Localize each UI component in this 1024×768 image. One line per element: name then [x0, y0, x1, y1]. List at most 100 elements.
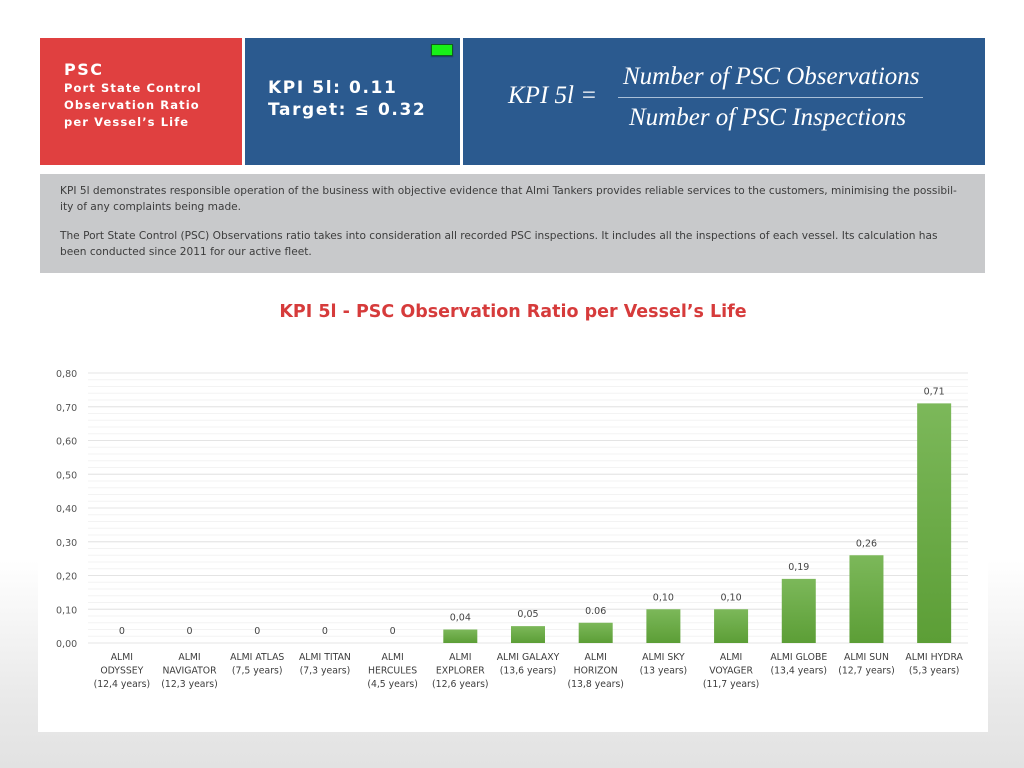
data-label: 0 [187, 626, 193, 637]
x-tick-label: ALMI ODYSSEY (12,4 years) [94, 652, 151, 690]
kpi-value: KPI 5l: 0.11 [268, 78, 398, 98]
section-code: PSC [64, 60, 104, 79]
section-title-line: Observation Ratio [64, 98, 200, 112]
x-tick-label-line: ALMI GLOBE [770, 652, 827, 663]
x-tick-label-line: (13 years) [640, 666, 688, 677]
y-tick-label: 0,50 [56, 470, 77, 481]
y-tick-label: 0,70 [56, 403, 77, 414]
data-label: 0 [322, 626, 328, 637]
x-tick-label-line: (13,4 years) [771, 666, 828, 677]
x-tick-label-line: ALMI [720, 652, 742, 663]
x-tick-label-line: (7,5 years) [232, 666, 283, 677]
y-tick-label: 0,30 [56, 538, 77, 549]
description-paragraph: KPI 5l demonstrates responsible operatio… [60, 185, 957, 213]
x-tick-label: ALMI TITAN (7,3 years) [299, 652, 351, 677]
section-title: Port State Control Observation Ratio per… [64, 80, 242, 131]
x-tick-label: ALMI VOYAGER (11,7 years) [703, 652, 760, 690]
data-label: 0 [254, 626, 260, 637]
bar [781, 578, 816, 643]
x-tick-label-line: ALMI [585, 652, 607, 663]
data-label: 0,05 [517, 609, 538, 620]
x-tick-label-line: ALMI [449, 652, 471, 663]
x-tick-label: ALMI SKY (13 years) [640, 652, 688, 677]
bar [578, 622, 613, 643]
bar [511, 626, 545, 643]
x-tick-label-line: (4,5 years) [367, 679, 418, 690]
x-tick-label-line: ALMI GALAXY [497, 652, 560, 663]
x-axis: ALMI ODYSSEY (12,4 years) ALMI NAVIGATOR (12,… [94, 652, 964, 690]
data-label: 0,26 [856, 538, 877, 549]
x-tick-label: ALMI GALAXY (13,6 years) [497, 652, 560, 677]
x-tick-label-line: (13,6 years) [500, 666, 557, 677]
chart-title: KPI 5l - PSC Observation Ratio per Vesse… [279, 302, 747, 322]
x-tick-label-line: (12,3 years) [161, 679, 218, 690]
kpi-target: Target: ≤ 0.32 [268, 100, 427, 120]
data-label: 0.06 [585, 606, 606, 617]
y-tick-label: 0,20 [56, 572, 77, 583]
x-tick-label: ALMI NAVIGATOR (12,3 years) [161, 652, 218, 690]
section-title-line: Port State Control [64, 81, 202, 95]
x-tick-label: ALMI HYDRA (5,3 years) [905, 652, 963, 677]
x-tick-label-line: HERCULES [368, 666, 417, 677]
x-tick-label-line: (13,8 years) [567, 679, 624, 690]
formula-fraction-line [618, 97, 923, 98]
x-tick-label-line: ALMI [381, 652, 403, 663]
chart-gridlines [88, 372, 968, 644]
x-tick-label-line: ALMI SKY [642, 652, 685, 663]
status-indicator-icon [431, 44, 453, 56]
kpi-value-panel: KPI 5l: 0.11 Target: ≤ 0.32 [245, 38, 460, 165]
x-tick-label: ALMI ATLAS (7,5 years) [230, 652, 284, 677]
x-tick-label-line: ALMI HYDRA [905, 652, 963, 663]
data-label: 0,19 [788, 562, 809, 573]
x-tick-label-line: NAVIGATOR [162, 666, 217, 677]
description-paragraph: The Port State Control (PSC) Observation… [60, 230, 938, 258]
data-label: 0,04 [450, 613, 471, 624]
bar [917, 403, 952, 643]
data-label: 0 [390, 626, 396, 637]
x-tick-label: ALMI HORIZON (13,8 years) [567, 652, 624, 690]
x-tick-label-line: ALMI TITAN [299, 652, 351, 663]
y-tick-label: 0,80 [56, 369, 77, 380]
x-tick-label: ALMI SUN (12,7 years) [838, 652, 895, 677]
x-tick-label-line: (7,3 years) [300, 666, 351, 677]
x-tick-label-line: ALMI SUN [844, 652, 889, 663]
y-tick-label: 0,00 [56, 639, 77, 650]
bar [443, 629, 478, 643]
x-tick-label-line: ALMI [111, 652, 133, 663]
x-tick-label-line: (5,3 years) [909, 666, 960, 677]
x-tick-label-line: VOYAGER [709, 666, 753, 677]
bar [646, 609, 681, 643]
x-tick-label-line: ALMI ATLAS [230, 652, 284, 663]
x-tick-label-line: EXPLORER [436, 666, 485, 677]
x-tick-label-line: (12,4 years) [94, 679, 151, 690]
x-tick-label-line: (12,6 years) [432, 679, 489, 690]
y-tick-label: 0,40 [56, 504, 77, 515]
data-labels: 0 0 0 0 0 0,04 0,05 0.06 0,10 0,10 0,19 0,26 0,71 [119, 386, 945, 637]
y-tick-label: 0,60 [56, 437, 77, 448]
x-tick-label-line: HORIZON [574, 666, 618, 677]
x-tick-label-line: ODYSSEY [100, 666, 143, 677]
y-tick-label: 0,10 [56, 605, 77, 616]
description-box: KPI 5l demonstrates responsible operatio… [40, 174, 985, 273]
x-tick-label: ALMI EXPLORER (12,6 years) [432, 652, 489, 690]
x-tick-label: ALMI HERCULES (4,5 years) [367, 652, 418, 690]
formula-denominator: Number of PSC Inspections [629, 104, 907, 131]
data-label: 0,10 [653, 592, 674, 603]
x-tick-label: ALMI GLOBE (13,4 years) [770, 652, 827, 677]
formula-lhs: KPI 5l = [508, 82, 598, 109]
x-tick-label-line: (11,7 years) [703, 679, 760, 690]
x-tick-label-line: (12,7 years) [838, 666, 895, 677]
section-title-line: per Vessel’s Life [64, 115, 190, 129]
x-tick-label-line: ALMI [178, 652, 200, 663]
kpi-category-panel: PSC Port State Control Observation Ratio… [40, 38, 242, 165]
formula-panel: KPI 5l = Number of PSC Observations Numb… [463, 38, 985, 165]
chart-bars [443, 403, 952, 643]
data-label: 0,10 [720, 592, 741, 603]
bar [849, 555, 884, 643]
data-label: 0,71 [924, 386, 945, 397]
formula-numerator: Number of PSC Observations [623, 63, 920, 90]
bar [714, 609, 749, 643]
data-label: 0 [119, 626, 125, 637]
y-axis: 0,00 0,10 0,20 0,30 0,40 0,50 0,60 0,70 0,80 [56, 369, 77, 650]
